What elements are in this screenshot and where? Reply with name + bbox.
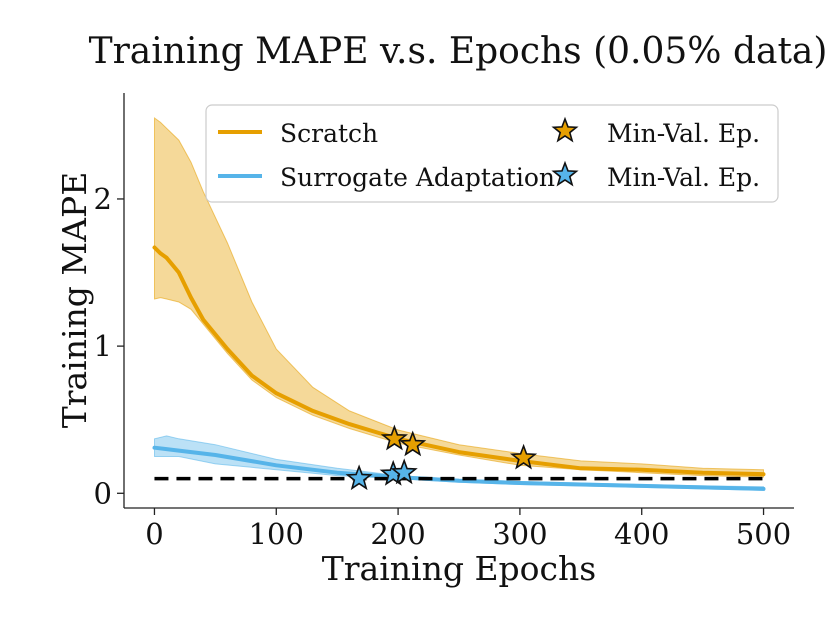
x-axis-label: Training Epochs [322, 549, 596, 588]
legend-star-icon [551, 116, 579, 143]
legend-label-surrogate-minval: Min-Val. Ep. [607, 163, 760, 192]
x-tick-label: 300 [492, 517, 547, 551]
legend: Scratch Min-Val. Ep. Surrogate Adaptatio… [205, 104, 779, 203]
min-val-star-series-0-1 [399, 430, 427, 457]
legend-label-surrogate: Surrogate Adaptation [280, 163, 555, 192]
legend-star-icon [551, 160, 579, 187]
x-tick-label: 500 [736, 517, 791, 551]
legend-star-scratch-minval [551, 116, 579, 143]
chart-title: Training MAPE v.s. Epochs (0.05% data) [89, 31, 828, 72]
min-val-star-series-0-0 [380, 424, 408, 451]
legend-box [205, 104, 779, 203]
y-ticks: 0 1 2 [94, 182, 124, 510]
min-val-star-series-0-2 [510, 443, 538, 470]
x-ticks: 0 100 200 300 400 500 [145, 508, 791, 551]
x-tick-label: 0 [145, 517, 163, 551]
line-series-0 [152, 245, 766, 477]
band-series-0 [154, 117, 764, 478]
y-tick-label: 1 [94, 329, 112, 363]
legend-star-surrogate-minval [551, 160, 579, 187]
x-tick-label: 400 [614, 517, 669, 551]
x-tick-label: 100 [249, 517, 304, 551]
min-val-star-series-1-2 [390, 458, 418, 485]
legend-label-scratch: Scratch [280, 119, 378, 148]
legend-label-scratch-minval: Min-Val. Ep. [607, 119, 760, 148]
y-tick-label: 0 [94, 476, 112, 510]
y-axis-label: Training MAPE [55, 172, 94, 429]
y-tick-label: 2 [94, 182, 112, 216]
min-val-markers [345, 424, 538, 491]
min-val-star-series-1-0 [345, 464, 373, 491]
x-tick-label: 200 [370, 517, 425, 551]
